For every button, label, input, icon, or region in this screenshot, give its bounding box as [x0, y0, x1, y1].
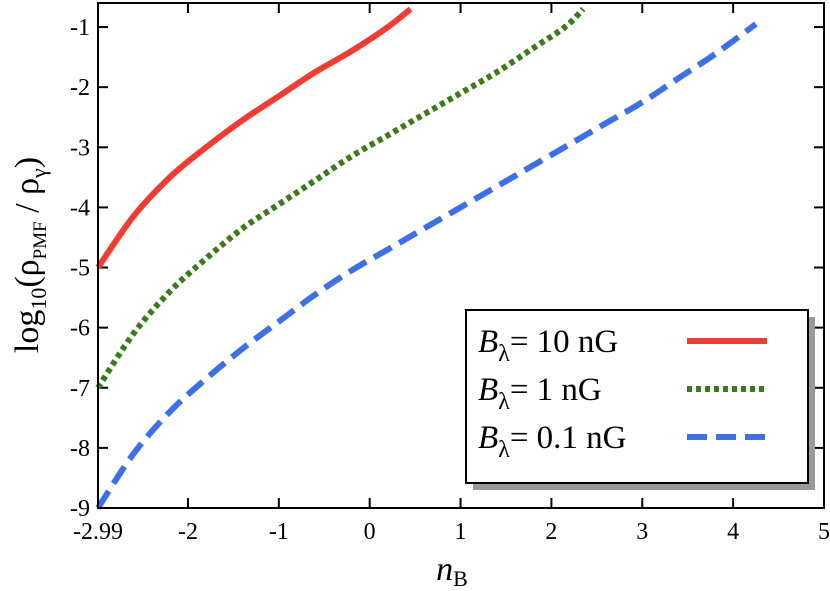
x-tick-label: -1: [269, 519, 289, 545]
x-tick-label: 3: [636, 519, 648, 545]
y-axis-title: log10(ρPMF / ργ): [9, 157, 51, 353]
y-tick-label: -4: [70, 195, 90, 221]
x-tick-label: 2: [545, 519, 557, 545]
x-tick-label: -2: [178, 519, 198, 545]
x-tick-label: 0: [364, 519, 376, 545]
series-lines: [95, 6, 758, 510]
y-tick-label: -7: [70, 376, 90, 402]
y-tick-label: -5: [70, 256, 90, 282]
x-tick-label: 1: [455, 519, 467, 545]
x-axis-title: nB: [436, 551, 468, 591]
plot-frame: [97, 2, 825, 509]
x-tick-label: 5: [818, 519, 830, 545]
y-tick-label: -8: [70, 436, 90, 462]
y-tick-label: -3: [70, 135, 90, 161]
x-axis-title-sub: B: [453, 566, 468, 591]
y-tick-label: -2: [70, 75, 90, 101]
x-tick-labels: -2.99 -2 -1 0 1 2 3 4 5: [73, 519, 830, 545]
y-tick-label: -1: [70, 15, 90, 41]
series-line-10ng: [95, 6, 413, 270]
legend: Bλ= 10 nG Bλ= 1 nG Bλ= 0.1 nG: [465, 309, 815, 490]
y-tick-labels: -9 -8 -7 -6 -5 -4 -3 -2 -1: [70, 15, 90, 522]
series-line-0.1ng: [95, 21, 758, 510]
legend-label-0.1ng: Bλ= 0.1 nG: [478, 420, 627, 463]
y-tick-label: -9: [70, 496, 90, 522]
legend-label-10ng: Bλ= 10 nG: [478, 324, 618, 367]
legend-label-1ng: Bλ= 1 nG: [478, 372, 602, 415]
series-line-1ng: [95, 6, 586, 390]
y-tick-label: -6: [70, 316, 90, 342]
x-tick-label: 4: [727, 519, 739, 545]
x-tick-label: -2.99: [73, 519, 123, 545]
